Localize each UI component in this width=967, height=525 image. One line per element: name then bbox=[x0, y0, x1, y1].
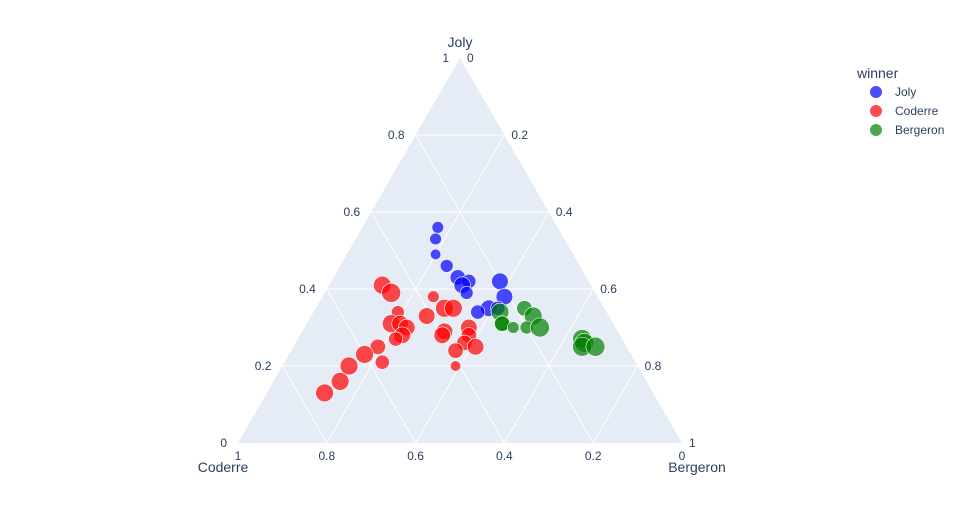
tick-label-joly: 0.2 bbox=[255, 359, 272, 373]
marker-coderre bbox=[330, 372, 350, 391]
legend-item-joly[interactable]: Joly bbox=[870, 85, 916, 99]
marker-coderre bbox=[355, 345, 374, 364]
axis-title-a: Joly bbox=[448, 34, 473, 50]
legend-label-bergeron: Bergeron bbox=[895, 123, 944, 137]
legend-marker-joly bbox=[870, 86, 882, 98]
tick-label-joly: 0 bbox=[220, 436, 227, 450]
gridline-bergeron bbox=[415, 211, 550, 444]
marker-coderre bbox=[339, 356, 359, 376]
tick-label-joly: 0.6 bbox=[344, 205, 361, 219]
marker-coderre bbox=[381, 283, 401, 303]
ternary-markers bbox=[315, 221, 606, 403]
tick-label-bergeron: 0.8 bbox=[645, 359, 662, 373]
tick-label-coderre: 0.8 bbox=[318, 449, 335, 463]
tick-label-bergeron: 0 bbox=[467, 51, 474, 65]
marker-joly bbox=[491, 272, 509, 290]
marker-bergeron bbox=[507, 321, 520, 334]
ternary-plot-area bbox=[238, 58, 682, 443]
legend-marker-coderre bbox=[870, 105, 882, 117]
axis-title-c: Bergeron bbox=[668, 459, 726, 475]
marker-coderre bbox=[374, 354, 390, 370]
marker-coderre bbox=[369, 338, 386, 355]
tick-label-joly: 1 bbox=[442, 51, 449, 65]
marker-coderre bbox=[433, 326, 451, 344]
legend-label-joly: Joly bbox=[895, 85, 916, 99]
legend-item-coderre[interactable]: Coderre bbox=[870, 104, 939, 118]
marker-joly bbox=[429, 248, 442, 260]
tick-label-coderre: 1 bbox=[235, 449, 242, 463]
tick-label-bergeron: 0.4 bbox=[556, 205, 573, 219]
marker-coderre bbox=[449, 360, 462, 372]
tick-label-coderre: 0.6 bbox=[407, 449, 424, 463]
marker-bergeron bbox=[530, 317, 550, 338]
marker-joly bbox=[431, 221, 444, 234]
gridline-coderre bbox=[326, 288, 417, 444]
marker-joly bbox=[470, 304, 486, 320]
tick-label-joly: 0.8 bbox=[388, 128, 405, 142]
tick-label-coderre: 0.4 bbox=[496, 449, 513, 463]
tick-label-bergeron: 0.2 bbox=[511, 128, 528, 142]
marker-coderre bbox=[388, 331, 404, 347]
tick-label-bergeron: 1 bbox=[689, 436, 696, 450]
legend-title: winner bbox=[856, 65, 899, 81]
tick-label-coderre: 0 bbox=[679, 449, 686, 463]
marker-bergeron bbox=[585, 336, 606, 357]
legend-label-coderre: Coderre bbox=[895, 104, 939, 118]
marker-joly bbox=[459, 286, 474, 300]
axis-title-b: Coderre bbox=[198, 459, 249, 475]
marker-coderre bbox=[418, 307, 436, 325]
tick-label-coderre: 0.2 bbox=[585, 449, 602, 463]
legend: winner Joly Coderre Bergeron bbox=[856, 65, 944, 137]
legend-marker-bergeron bbox=[870, 124, 882, 136]
marker-joly bbox=[429, 232, 442, 246]
tick-label-bergeron: 0.6 bbox=[600, 282, 617, 296]
ternary-tick-labels: 0 0 0 0.2 0.2 0.2 0.4 0.4 0.4 0.6 0.6 0.6 0.8 0.8 0.8 1… bbox=[220, 51, 696, 463]
gridline-bergeron bbox=[503, 288, 594, 444]
legend-item-bergeron[interactable]: Bergeron bbox=[870, 123, 944, 137]
gridline-coderre bbox=[281, 365, 328, 444]
tick-label-joly: 0.4 bbox=[299, 282, 316, 296]
marker-coderre bbox=[427, 290, 440, 303]
gridline-bergeron bbox=[592, 365, 639, 444]
marker-coderre bbox=[466, 338, 485, 356]
marker-coderre bbox=[315, 383, 334, 403]
marker-joly bbox=[439, 259, 454, 273]
marker-coderre bbox=[444, 299, 463, 318]
marker-coderre bbox=[447, 342, 464, 359]
